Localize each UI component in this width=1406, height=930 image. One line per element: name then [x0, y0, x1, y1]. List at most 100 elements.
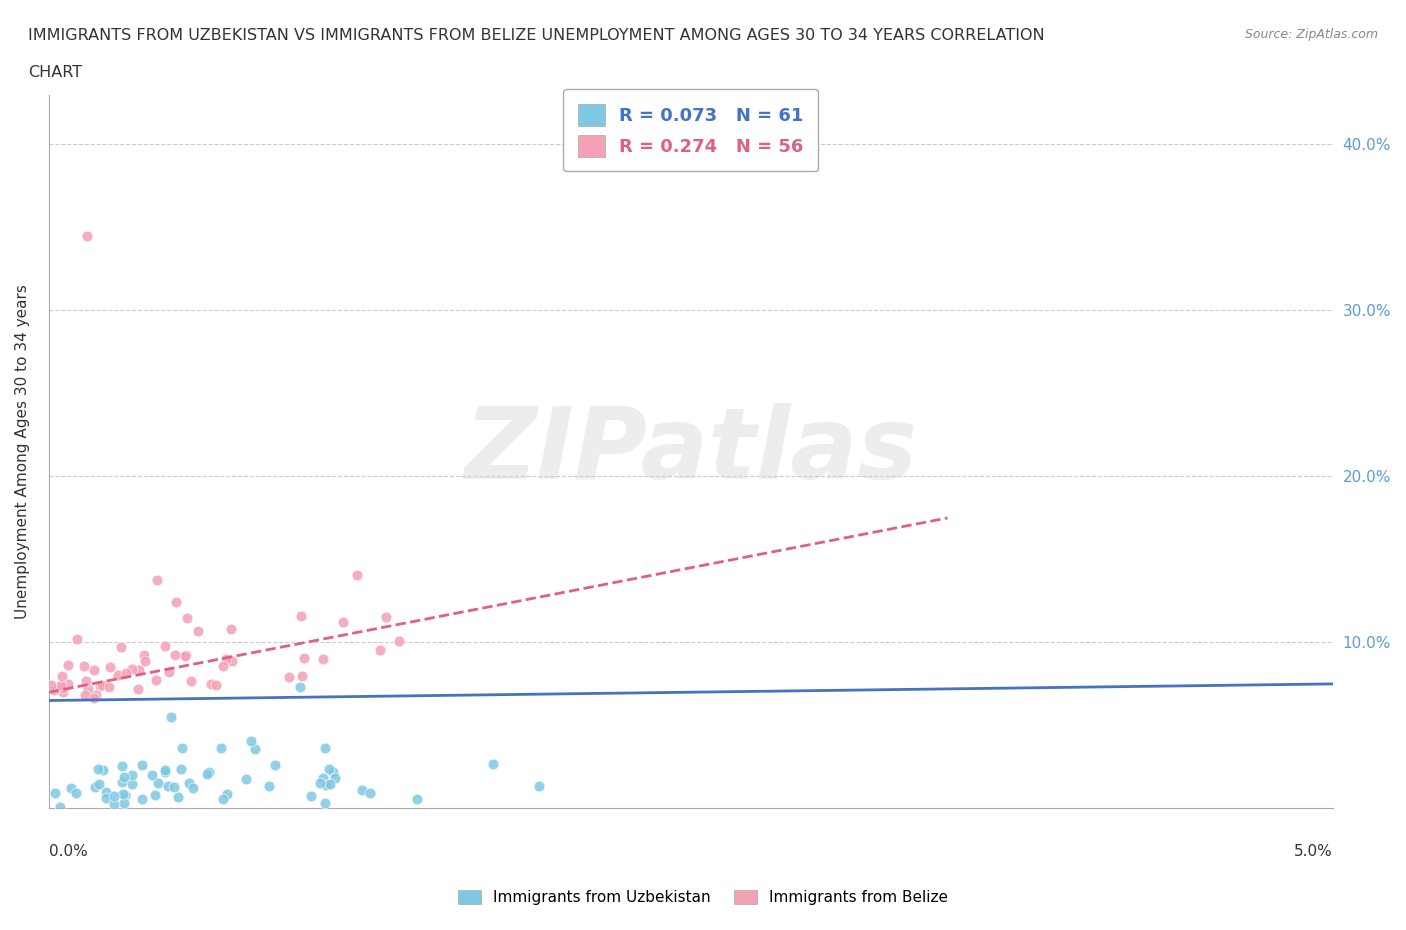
Point: [311, 770, 333, 785]
Point: [177, 776, 200, 790]
Point: [174, 648, 197, 663]
Point: [39, 678, 62, 693]
Point: [87, 777, 110, 791]
Text: 0.0%: 0.0%: [49, 844, 87, 859]
Point: [134, 654, 156, 669]
Point: [121, 767, 143, 782]
Point: [107, 667, 129, 682]
Point: [77, 682, 100, 697]
Point: [350, 782, 373, 797]
Point: [111, 787, 134, 802]
Point: [98, 659, 121, 674]
Point: [42, 683, 65, 698]
Legend: Immigrants from Uzbekistan, Immigrants from Belize: Immigrants from Uzbekistan, Immigrants f…: [450, 883, 956, 913]
Point: [173, 649, 195, 664]
Point: [94, 784, 117, 799]
Point: [181, 780, 204, 795]
Point: [314, 740, 336, 755]
Point: [131, 791, 153, 806]
Point: [49, 677, 72, 692]
Point: [153, 764, 176, 779]
Point: [76, 229, 98, 244]
Point: [243, 741, 266, 756]
Point: [84, 687, 107, 702]
Point: [368, 643, 391, 658]
Y-axis label: Unemployment Among Ages 30 to 34 years: Unemployment Among Ages 30 to 34 years: [15, 284, 30, 619]
Point: [176, 611, 198, 626]
Point: [219, 622, 242, 637]
Point: [292, 651, 315, 666]
Point: [66, 631, 89, 646]
Point: [103, 796, 125, 811]
Point: [527, 778, 550, 793]
Point: [180, 673, 202, 688]
Point: [146, 776, 169, 790]
Point: [65, 786, 87, 801]
Point: [165, 595, 187, 610]
Point: [209, 740, 232, 755]
Point: [299, 788, 322, 803]
Text: 5.0%: 5.0%: [1294, 844, 1333, 859]
Point: [264, 757, 287, 772]
Point: [58, 676, 80, 691]
Point: [170, 762, 193, 777]
Point: [217, 787, 239, 802]
Point: [75, 687, 97, 702]
Point: [112, 796, 135, 811]
Point: [215, 652, 238, 667]
Point: [91, 677, 114, 692]
Text: IMMIGRANTS FROM UZBEKISTAN VS IMMIGRANTS FROM BELIZE UNEMPLOYMENT AMONG AGES 30 : IMMIGRANTS FROM UZBEKISTAN VS IMMIGRANTS…: [28, 28, 1045, 43]
Point: [159, 710, 181, 724]
Point: [212, 658, 235, 673]
Point: [143, 788, 166, 803]
Point: [157, 779, 180, 794]
Text: Source: ZipAtlas.com: Source: ZipAtlas.com: [1244, 28, 1378, 41]
Point: [52, 684, 75, 699]
Point: [187, 624, 209, 639]
Point: [96, 790, 118, 805]
Point: [44, 785, 66, 800]
Point: [259, 778, 281, 793]
Point: [157, 664, 180, 679]
Point: [308, 775, 330, 790]
Text: CHART: CHART: [28, 65, 82, 80]
Point: [163, 779, 186, 794]
Point: [346, 567, 368, 582]
Point: [132, 647, 155, 662]
Point: [91, 763, 114, 777]
Point: [172, 741, 194, 756]
Point: [110, 640, 132, 655]
Point: [314, 795, 336, 810]
Point: [318, 777, 340, 791]
Point: [49, 800, 72, 815]
Point: [332, 615, 354, 630]
Point: [115, 666, 138, 681]
Point: [103, 789, 125, 804]
Point: [121, 661, 143, 676]
Point: [167, 790, 190, 804]
Point: [388, 634, 411, 649]
Point: [75, 673, 97, 688]
Point: [322, 764, 344, 779]
Point: [290, 609, 312, 624]
Point: [83, 662, 105, 677]
Point: [374, 610, 396, 625]
Point: [482, 757, 505, 772]
Point: [359, 786, 381, 801]
Point: [98, 680, 121, 695]
Point: [323, 770, 346, 785]
Point: [153, 638, 176, 653]
Point: [87, 762, 110, 777]
Point: [406, 791, 429, 806]
Point: [128, 682, 150, 697]
Point: [83, 691, 105, 706]
Point: [153, 763, 176, 777]
Point: [221, 654, 243, 669]
Point: [52, 681, 75, 696]
Point: [163, 647, 186, 662]
Point: [114, 788, 136, 803]
Point: [141, 768, 163, 783]
Point: [200, 677, 222, 692]
Text: ZIPatlas: ZIPatlas: [464, 403, 917, 500]
Point: [146, 573, 169, 588]
